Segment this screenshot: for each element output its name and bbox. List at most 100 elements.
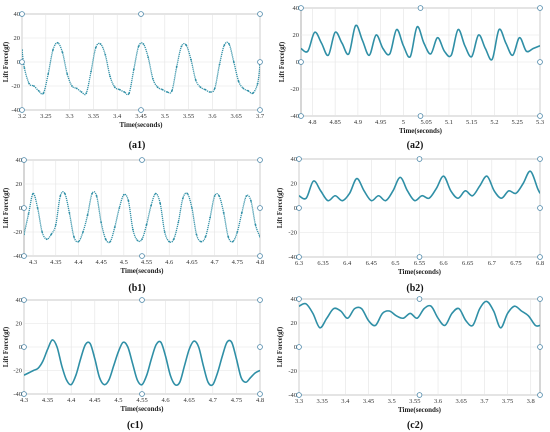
resize-handle[interactable]	[537, 113, 543, 119]
data-point	[421, 195, 423, 197]
resize-handle[interactable]	[139, 157, 145, 163]
x-tick-label: 3.45	[135, 113, 146, 120]
resize-handle[interactable]	[257, 107, 263, 113]
data-point	[402, 317, 404, 319]
y-tick-label: -20	[13, 368, 22, 375]
resize-handle[interactable]	[21, 297, 27, 303]
resize-handle[interactable]	[298, 59, 304, 65]
resize-handle[interactable]	[416, 254, 423, 260]
resize-handle[interactable]	[21, 344, 27, 350]
resize-handle[interactable]	[537, 254, 543, 260]
data-point	[519, 37, 521, 39]
data-point	[333, 308, 335, 310]
resize-handle[interactable]	[257, 297, 263, 303]
data-point	[128, 92, 131, 95]
data-point	[259, 370, 260, 371]
data-point	[47, 73, 50, 75]
data-point	[423, 308, 425, 310]
data-point	[147, 56, 150, 59]
resize-handle[interactable]	[537, 296, 543, 302]
resize-handle[interactable]	[138, 11, 144, 17]
data-point	[94, 358, 96, 360]
resize-handle[interactable]	[21, 391, 27, 397]
resize-handle[interactable]	[537, 5, 543, 11]
data-point	[95, 195, 98, 197]
data-point	[254, 372, 256, 374]
resize-handle[interactable]	[537, 392, 543, 398]
data-point	[132, 228, 134, 231]
x-tick-label: 4.35	[50, 259, 61, 266]
x-tick-label: 3.5	[388, 398, 396, 405]
data-point	[171, 89, 173, 92]
data-point	[209, 91, 211, 93]
resize-handle[interactable]	[416, 392, 423, 398]
resize-handle[interactable]	[537, 59, 543, 65]
y-tick-label: 20	[291, 320, 298, 327]
data-point	[123, 91, 126, 93]
resize-handle[interactable]	[537, 156, 543, 162]
data-point	[514, 305, 516, 307]
data-point	[132, 362, 134, 364]
resize-handle[interactable]	[257, 59, 263, 65]
x-tick-label: 5.3	[536, 119, 544, 126]
resize-handle[interactable]	[417, 5, 424, 11]
resize-handle[interactable]	[19, 107, 25, 113]
x-tick-label: 3.65	[456, 398, 467, 405]
data-point	[402, 45, 404, 47]
resize-handle[interactable]	[417, 113, 424, 119]
resize-handle[interactable]	[19, 11, 25, 17]
data-point	[36, 207, 39, 209]
resize-handle[interactable]	[257, 205, 263, 211]
resize-handle[interactable]	[298, 113, 304, 119]
resize-handle[interactable]	[21, 205, 27, 211]
resize-handle[interactable]	[296, 254, 302, 260]
x-tick-label: 3.6	[434, 398, 443, 405]
x-tick-label: 4.35	[42, 397, 53, 404]
data-point	[479, 308, 481, 310]
resize-handle[interactable]	[257, 391, 263, 397]
resize-handle[interactable]	[416, 156, 423, 162]
resize-handle[interactable]	[139, 297, 145, 303]
resize-handle[interactable]	[537, 205, 543, 211]
data-point	[84, 344, 86, 346]
x-tick-label: 4.5	[114, 397, 122, 404]
resize-handle[interactable]	[257, 11, 263, 17]
resize-handle[interactable]	[416, 296, 423, 302]
data-point	[177, 221, 180, 224]
resize-handle[interactable]	[296, 205, 302, 211]
resize-handle[interactable]	[21, 253, 27, 259]
data-point	[361, 39, 363, 41]
data-point	[209, 216, 211, 219]
series-line	[301, 24, 540, 61]
resize-handle[interactable]	[138, 107, 144, 113]
x-tick-label: 6.3	[295, 260, 303, 267]
resize-handle[interactable]	[257, 253, 263, 259]
y-axis-label: Lift Force(gf)	[276, 326, 284, 367]
data-point	[45, 238, 48, 241]
data-point	[534, 324, 536, 326]
data-point	[145, 223, 148, 226]
data-point	[190, 58, 192, 61]
data-point	[361, 308, 363, 310]
resize-handle[interactable]	[257, 344, 263, 350]
data-point	[122, 341, 124, 343]
resize-handle[interactable]	[296, 156, 302, 162]
resize-handle[interactable]	[298, 5, 304, 11]
y-tick-label: -40	[11, 107, 20, 114]
y-axis-label: Lift Force(gf)	[2, 41, 10, 82]
data-point	[63, 192, 66, 195]
resize-handle[interactable]	[19, 59, 25, 65]
resize-handle[interactable]	[296, 296, 302, 302]
x-tick-label: 3.35	[316, 398, 327, 405]
data-point	[159, 202, 162, 205]
resize-handle[interactable]	[296, 392, 302, 398]
resize-handle[interactable]	[139, 253, 145, 259]
y-tick-label: -40	[13, 253, 22, 260]
x-tick-label: 4.55	[136, 397, 147, 404]
resize-handle[interactable]	[21, 157, 27, 163]
resize-handle[interactable]	[537, 344, 543, 350]
resize-handle[interactable]	[257, 157, 263, 163]
resize-handle[interactable]	[139, 391, 145, 397]
resize-handle[interactable]	[296, 344, 302, 350]
